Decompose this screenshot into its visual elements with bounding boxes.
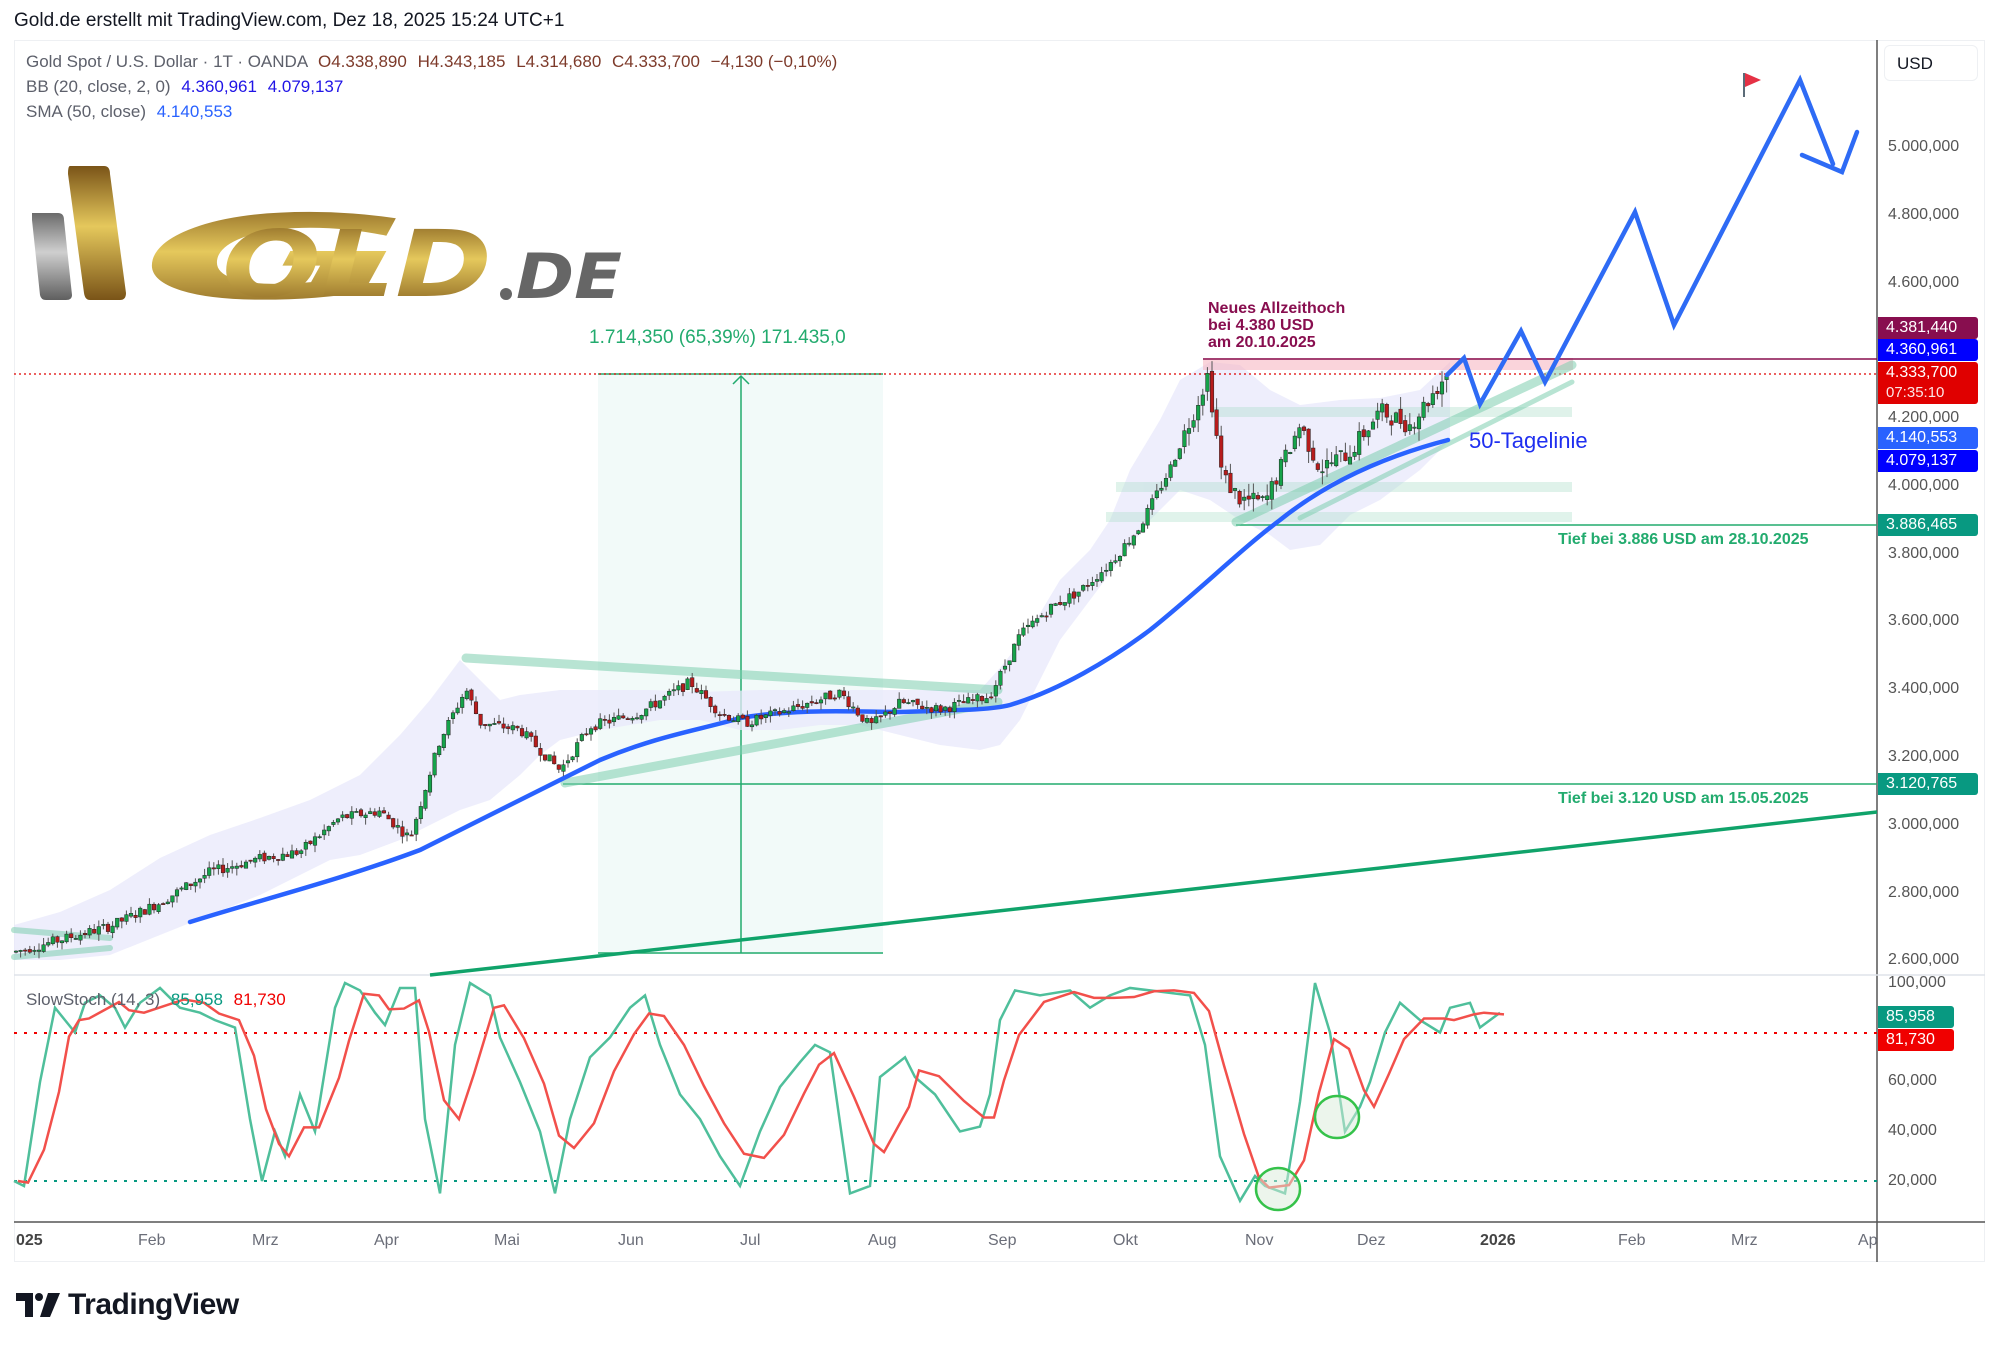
price-tick: 2.600,000 [1888,951,1960,968]
bb-lower-value: 4.079,137 [267,77,344,96]
stoch-tick: 20,000 [1888,1172,1937,1189]
last-price-tag: 4.333,700 07:35:10 [1878,362,1978,404]
price-tick: 3.200,000 [1888,748,1960,765]
bollinger-band [14,362,1450,960]
projection-arrowhead [1799,129,1860,175]
price-tick: 5.000,000 [1888,138,1960,155]
time-axis-label: Dez [1357,1232,1386,1249]
sma-value: 4.140,553 [156,102,233,121]
bb-lower-price-tag: 4.079,137 [1878,450,1978,472]
price-tick: 4.200,000 [1888,409,1960,426]
symbol-legend[interactable]: Gold Spot / U.S. Dollar · 1T · OANDA O4.… [26,52,837,72]
low-may-price-tag: 3.120,765 [1878,773,1978,795]
bb-upper-value: 4.360,961 [181,77,257,96]
ath-zone [1203,358,1573,370]
time-axis-label: Aug [868,1232,897,1249]
price-tick: 4.000,000 [1888,477,1960,494]
time-axis-label: Mrz [1731,1232,1758,1249]
tradingview-brand: TradingView [68,1288,239,1321]
time-axis-label: Mai [494,1232,520,1249]
long-term-trendline [429,810,1878,977]
svg-text:DE: DE [516,240,622,313]
low-oct-price-tag: 3.886,465 [1878,514,1978,536]
bb-label: BB (20, close, 2, 0) [26,77,171,96]
stoch-tick: 60,000 [1888,1072,1937,1089]
stoch-d-line [17,989,1505,1189]
sma-label: SMA (50, close) [26,102,146,121]
sma-price-tag: 4.140,553 [1878,427,1978,449]
oversold-circle-2 [1313,1094,1361,1140]
low-value: L4.314,680 [516,52,602,71]
change-value: −4,130 (−0,10%) [710,52,838,71]
time-axis-label: 025 [16,1232,43,1249]
open-value: O4.338,890 [317,52,407,71]
time-axis-label: Jun [618,1232,644,1249]
price-tick: 3.000,000 [1888,816,1960,833]
candlesticks [13,361,1449,959]
stoch-d-value: 81,730 [233,990,286,1009]
measure-label: 1.714,350 (65,39%) 171.435,0 [589,327,846,348]
chart-frame [14,40,1985,1262]
support-zones [1106,407,1572,522]
ath-annotation: Neues Allzeithoch bei 4.380 USD am 20.10… [1208,300,1345,351]
ath-line-2: bei 4.380 USD [1208,317,1314,334]
projection-path [1444,74,1836,410]
stoch-d-tag: 81,730 [1878,1029,1954,1051]
price-tick: 3.800,000 [1888,545,1960,562]
low-oct-annotation: Tief bei 3.886 USD am 28.10.2025 [1558,531,1809,548]
rising-channel [1231,360,1577,527]
svg-text:OLD: OLD [222,211,492,318]
bar-countdown: 07:35:10 [1886,384,1945,401]
high-value: H4.343,185 [417,52,506,71]
time-axis-label: Sep [988,1232,1017,1249]
time-axis-label: Apr [374,1232,399,1249]
time-axis-label: Mrz [252,1232,279,1249]
last-price-value: 4.333,700 [1886,364,1958,381]
tradingview-logo[interactable]: TradingView [16,1288,239,1322]
time-axis-label: 2026 [1480,1232,1516,1249]
stoch-label: SlowStoch (14, 3) [26,990,161,1009]
stoch-tick: 100,000 [1888,974,1946,991]
time-axis-label: Feb [138,1232,166,1249]
ath-price-tag: 4.381,440 [1878,317,1978,339]
tradingview-icon [16,1293,60,1317]
oversold-circle-1 [1254,1166,1302,1212]
time-axis-label: Nov [1245,1232,1274,1249]
symbol-name: Gold Spot / U.S. Dollar · 1T · OANDA [26,52,308,71]
price-tick: 3.600,000 [1888,612,1960,629]
ath-line-1: Neues Allzeithoch [1208,300,1346,317]
stoch-tick: 40,000 [1888,1122,1937,1139]
price-tick: 4.800,000 [1888,206,1960,223]
gold-de-logo: G OLD DE [32,166,622,326]
stoch-k-value: 85,958 [170,990,223,1009]
sma-legend[interactable]: SMA (50, close) 4.140,553 [26,102,232,122]
flag-icon [1743,73,1761,97]
close-value: C4.333,700 [612,52,700,71]
triangle-channel [11,653,1003,960]
time-axis-label: Okt [1113,1232,1138,1249]
low-may-annotation: Tief bei 3.120 USD am 15.05.2025 [1558,790,1809,807]
bb-upper-price-tag: 4.360,961 [1878,339,1978,361]
bb-legend[interactable]: BB (20, close, 2, 0) 4.360,961 4.079,137 [26,77,343,97]
price-tick: 4.600,000 [1888,274,1960,291]
price-tick: 3.400,000 [1888,680,1960,697]
price-range-measure [598,373,883,954]
chart-credit: Gold.de erstellt mit TradingView.com, De… [14,10,565,31]
sma-annotation: 50-Tagelinie [1469,428,1588,453]
time-axis-label: Ap [1858,1232,1878,1249]
stoch-legend[interactable]: SlowStoch (14, 3) 85,958 81,730 [26,990,286,1010]
svg-text:G: G [140,191,410,326]
currency-button[interactable]: USD [1884,45,1978,81]
stoch-k-tag: 85,958 [1878,1006,1954,1028]
ath-line-3: am 20.10.2025 [1208,334,1316,351]
time-axis-label: Jul [740,1232,761,1249]
price-tick: 2.800,000 [1888,884,1960,901]
time-axis-label: Feb [1618,1232,1646,1249]
